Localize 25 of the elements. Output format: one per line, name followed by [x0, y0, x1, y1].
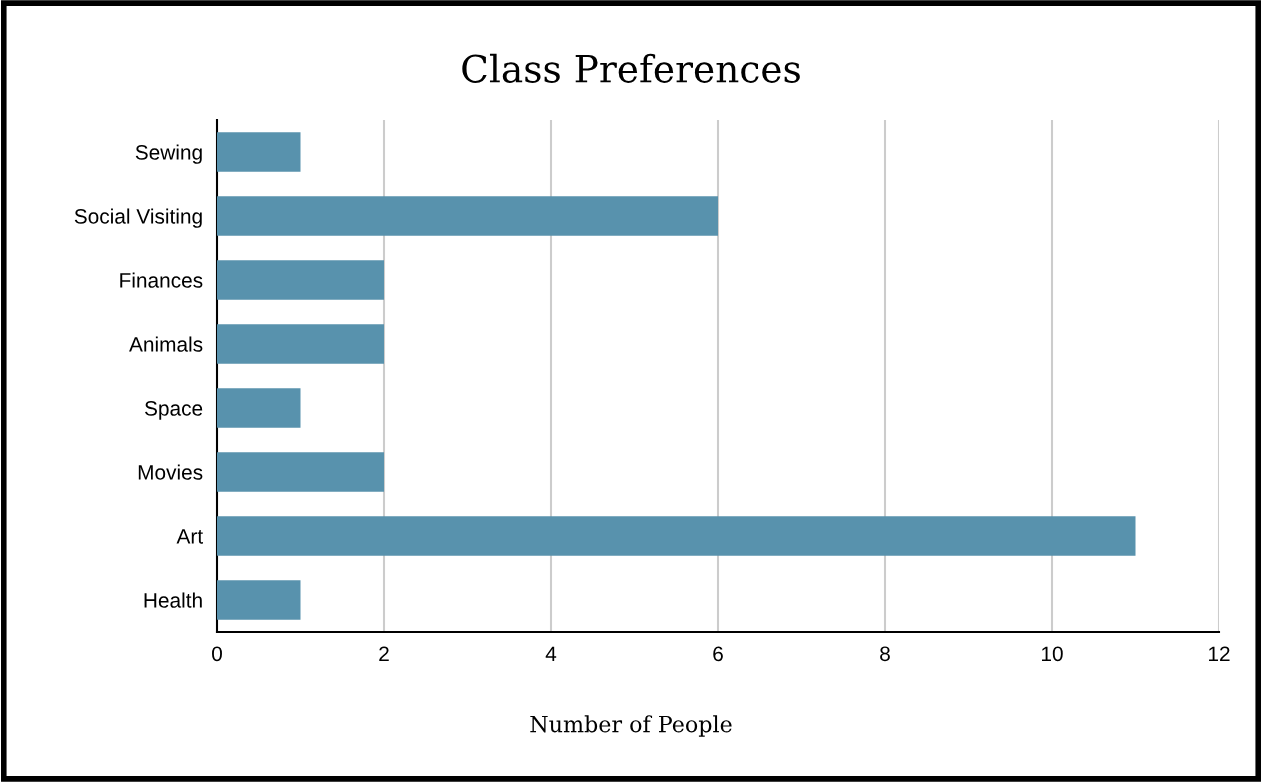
y-tick-label: Social Visiting — [74, 208, 202, 228]
bar — [217, 324, 384, 364]
x-tick-label: 12 — [1209, 646, 1230, 661]
x-tick-label: 4 — [545, 646, 557, 661]
y-tick-label: Finances — [120, 272, 203, 288]
bar — [217, 260, 384, 300]
y-tick-label: Sewing — [135, 144, 202, 164]
x-tick-label: 6 — [713, 646, 723, 662]
y-tick-label: Animals — [129, 336, 203, 352]
chart-title: Class Preferences — [462, 53, 800, 83]
y-tick-label: Health — [144, 592, 202, 608]
bar — [217, 580, 301, 620]
bar — [217, 196, 718, 236]
x-tick-label: 2 — [379, 646, 389, 661]
bar — [217, 452, 384, 492]
bar — [217, 388, 301, 428]
bar — [217, 516, 1136, 556]
y-tick-label: Movies — [138, 464, 203, 480]
x-axis-title: Number of People — [530, 715, 732, 737]
x-tick-label: 0 — [212, 646, 222, 662]
x-tick-label: 8 — [880, 646, 890, 662]
bar — [217, 132, 301, 172]
y-tick-label: Art — [176, 529, 203, 544]
y-tick-label: Space — [144, 401, 203, 420]
x-tick-label: 10 — [1042, 646, 1063, 662]
